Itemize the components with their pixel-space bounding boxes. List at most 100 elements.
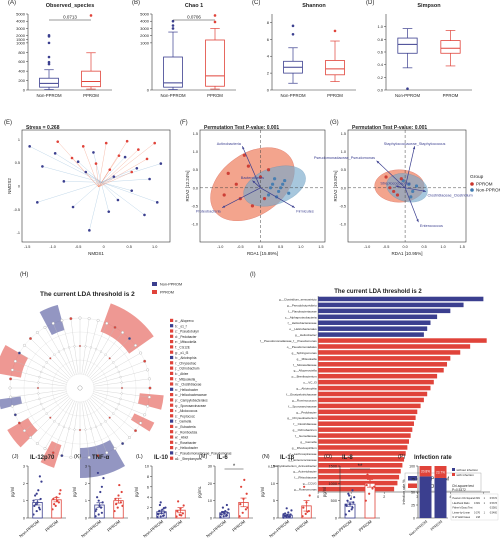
data-point	[115, 503, 118, 506]
box-outlier	[47, 60, 51, 64]
x-tick-label: 1	[350, 495, 352, 499]
arrow-head	[222, 205, 226, 208]
data-point	[32, 513, 35, 516]
data-point	[372, 477, 375, 480]
panel-tag: (O)	[324, 454, 332, 460]
y-tick-label: 500	[331, 499, 337, 503]
y-tick-label: 1.0	[193, 150, 198, 154]
y-tick-label: 2000	[16, 33, 26, 38]
legend-label: without infection	[457, 468, 479, 472]
sample-point	[392, 189, 396, 194]
clade-sector	[40, 440, 62, 468]
clade-node	[49, 416, 52, 419]
panel-H: (H) The current LDA threshold is 2 Non-PPR…	[0, 272, 232, 478]
clade-label-swatch	[170, 329, 174, 333]
y-axis-label: Infection rate %	[402, 479, 406, 505]
y-tick-label: 0.5	[15, 161, 20, 165]
clade-node	[17, 351, 21, 355]
lda-bar-label: p__Brevibacterium	[292, 375, 318, 379]
sample-point	[279, 186, 283, 190]
y-axis-label: pg/ml	[72, 487, 77, 497]
spider-line	[78, 161, 102, 183]
data-point	[348, 503, 352, 506]
clade-node	[147, 377, 151, 381]
y-axis-label: pg/ml	[10, 487, 15, 497]
x-tick-label: PPROM	[231, 519, 246, 533]
data-point	[51, 508, 54, 511]
x-tick-label: Non-PPROM	[205, 519, 227, 539]
lda-bar-label: g__Clostridium_sensustricto	[279, 297, 317, 301]
box-iqr	[81, 70, 101, 88]
stat-df: 1	[484, 511, 486, 514]
clade-label-swatch	[170, 340, 174, 344]
y-tick-label: 3	[23, 465, 25, 469]
sample-point	[268, 186, 273, 190]
stat-value: 218	[476, 516, 481, 519]
y-tick-label: 600	[18, 59, 25, 64]
lda-bar-label: g__Ruminococcus	[292, 398, 317, 402]
spider-line	[101, 176, 114, 183]
lda-bar	[318, 463, 403, 468]
clade-label: x: _Rosebacter	[175, 441, 197, 445]
data-point	[353, 496, 356, 499]
lda-bar-label: g__Roseomonas	[294, 488, 317, 492]
data-point	[94, 509, 97, 513]
box-outlier	[213, 20, 217, 24]
x-tick-label: PPROM	[207, 93, 223, 98]
biplot-arrow	[376, 160, 406, 189]
box-outlier	[89, 14, 93, 17]
lda-bar-label: o__Pseudomonadales	[287, 345, 317, 349]
lda-bar-label: g__Enterococcaceae	[288, 458, 317, 462]
panel-tag: (H)	[20, 272, 28, 278]
arrow-label: Enterococcus	[420, 224, 443, 228]
clade-label: b: _o1_f	[175, 324, 187, 328]
lda-bar-label: f__Flavobacteriaceae	[288, 309, 317, 313]
scatter-point	[116, 198, 120, 202]
panel-B: (B) Chao 1 0 1000 2000 3000 4000 5000 Non-PPROM P…	[132, 0, 236, 98]
lda-bar-label: g__Gemella	[300, 440, 317, 444]
clade-node	[139, 351, 143, 355]
x-tick-label: 0.0	[258, 245, 263, 249]
clade-label: w: _Abiot	[175, 436, 188, 440]
x-tick-label: PPROM	[106, 519, 121, 533]
panel-title: Observed_species	[46, 3, 95, 9]
clade-node	[51, 451, 55, 455]
y-axis-label: pg/ml	[322, 487, 327, 497]
clade-label: h: _Abiotrophia	[175, 356, 197, 360]
clade-label-swatch	[170, 324, 174, 328]
panel-title: The current LDA threshold is 2	[334, 289, 422, 295]
clade-node	[9, 377, 13, 381]
arrow-head	[252, 180, 256, 184]
data-point	[38, 508, 41, 511]
data-point	[56, 499, 59, 502]
scatter-point	[137, 148, 140, 151]
x-tick-label: -1.0	[49, 245, 56, 249]
x-tick-label: Non-PPROM	[268, 519, 290, 539]
clade-label: q: _Sporosarcinaceae	[175, 404, 206, 408]
lda-bar	[318, 451, 406, 456]
clade-node	[105, 321, 109, 325]
data-point	[102, 477, 105, 480]
spider-line	[98, 149, 139, 188]
y-tick-label: 0	[413, 517, 415, 521]
clade-label: z: _Pseudomonadaceae_Pseudomonas	[175, 452, 232, 456]
clade-node	[10, 404, 14, 408]
clade-label: s: _Peptococc	[175, 414, 195, 418]
clade-label-swatch	[170, 387, 174, 391]
spider-line	[83, 146, 99, 187]
clade-label-swatch	[170, 440, 174, 444]
stack-segment	[419, 466, 432, 477]
y-tick-label: 3000	[140, 26, 150, 31]
lda-bar-label: f__Rhizobiaceae	[294, 476, 317, 480]
plot-frame	[21, 129, 171, 243]
sample-point	[266, 168, 271, 172]
y-tick-label: 50	[411, 491, 415, 495]
scatter-point	[130, 170, 134, 174]
data-point	[221, 506, 225, 509]
data-point	[351, 489, 354, 492]
arrow-label: Staphylococcaceae_Staphylococcus	[384, 142, 446, 146]
scatter-point	[71, 205, 75, 209]
y-tick-label: 0.5	[193, 168, 198, 172]
data-point	[240, 485, 243, 488]
legend-label: Non-PPROM	[476, 188, 500, 193]
